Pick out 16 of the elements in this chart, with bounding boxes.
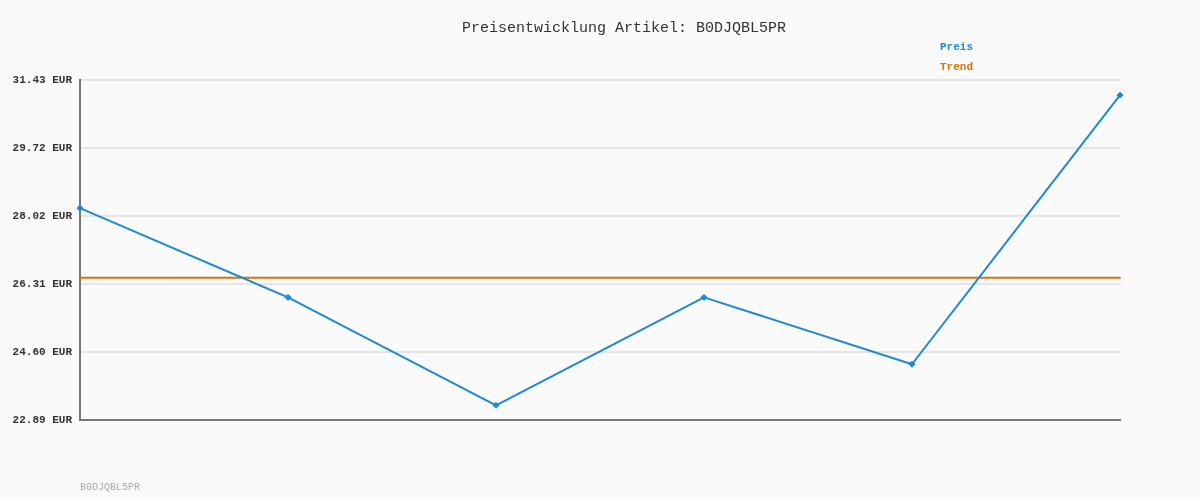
chart-title: Preisentwicklung Artikel: B0DJQBL5PR	[461, 19, 787, 37]
point	[908, 360, 916, 368]
point	[700, 293, 708, 301]
text: Trend	[940, 60, 974, 73]
point	[284, 293, 292, 301]
y-tick-label: 31.43 EUR	[12, 73, 73, 86]
text: Preis	[940, 40, 974, 53]
text: B0DJQBL5PR	[80, 481, 141, 493]
point	[76, 204, 84, 212]
y-tick-label: 24.60 EUR	[12, 345, 73, 358]
y-tick-label: 28.02 EUR	[12, 209, 73, 222]
y-tick-label: 29.72 EUR	[12, 141, 73, 154]
y-tick-label: 22.89 EUR	[12, 413, 73, 426]
y-tick-label: 26.31 EUR	[12, 277, 73, 290]
point	[1116, 91, 1124, 99]
point	[492, 401, 500, 409]
